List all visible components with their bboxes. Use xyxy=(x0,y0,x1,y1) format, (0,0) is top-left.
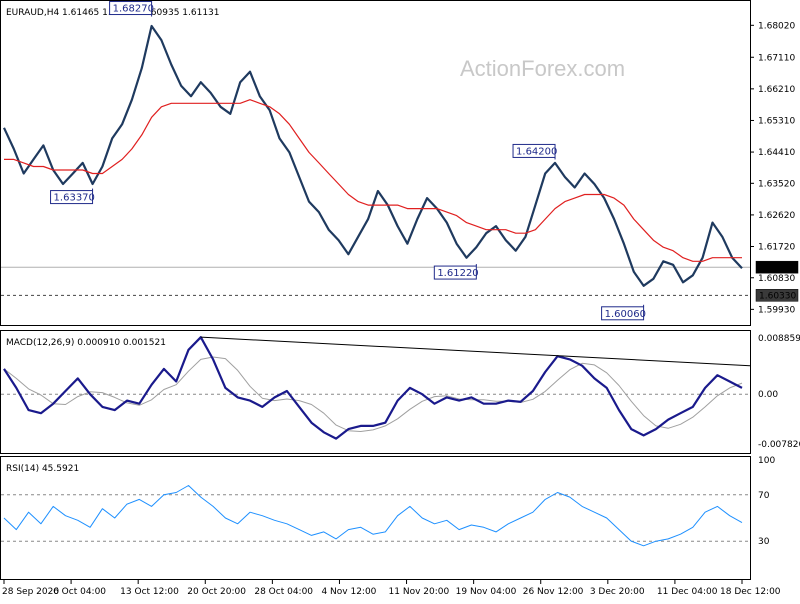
price-tick-label: 1.66210 xyxy=(758,85,795,95)
current-price-label: 1.61131 xyxy=(759,263,796,273)
price-annotation-box xyxy=(109,1,153,16)
rsi-tick-label: 70 xyxy=(758,491,770,501)
rsi-label: RSI(14) 45.5921 xyxy=(6,464,79,474)
price-axis: 1.68020 1.67110 1.66210 1.65310 1.64410 1.635… xyxy=(750,21,799,315)
price-annotation-label: 1.64200 xyxy=(516,146,557,157)
macd-layer: 0.008859 0.00 -0.007826 xyxy=(1,334,800,450)
rsi-tick-label: 30 xyxy=(758,537,770,547)
price-annotation-box xyxy=(512,143,556,158)
price-panel-frame xyxy=(0,0,751,326)
rsi-layer: 100 70 30 xyxy=(1,456,775,547)
price-tick-label: 1.68020 xyxy=(758,21,795,31)
watermark: ActionForex.com xyxy=(460,56,625,81)
macd-tick-label: 0.008859 xyxy=(758,334,800,344)
x-tick-label: 11 Nov 20:00 xyxy=(389,587,450,597)
rsi-line xyxy=(3,485,743,547)
rsi-panel-frame xyxy=(0,456,751,580)
macd-tick-label: 0.00 xyxy=(758,390,778,400)
x-tick-label: 6 Oct 04:00 xyxy=(53,587,106,597)
price-annotation-box xyxy=(50,190,94,205)
price-annotations: 1.68270 1.63370 1.64200 1.61220 1.60060 xyxy=(50,1,646,321)
x-tick-label: 4 Nov 12:00 xyxy=(321,587,376,597)
x-tick-label: 13 Oct 12:00 xyxy=(120,587,179,597)
price-annotation-label: 1.60060 xyxy=(605,309,646,320)
price-tick-label: 1.62620 xyxy=(758,211,795,221)
price-annotation-box xyxy=(601,306,645,321)
x-tick-label: 3 Dec 20:00 xyxy=(590,587,645,597)
price-series-line xyxy=(3,24,743,287)
price-tick-label: 1.67110 xyxy=(758,53,795,63)
x-tick-label: 28 Sep 2020 xyxy=(2,587,59,597)
support-label-box xyxy=(755,289,799,302)
macd-panel-frame xyxy=(0,330,751,454)
moving-average-line xyxy=(4,99,742,262)
price-annotation-box xyxy=(433,265,477,280)
price-tick-label: 1.61720 xyxy=(758,243,795,253)
macd-line xyxy=(3,336,743,440)
macd-tick-label: -0.007826 xyxy=(758,440,800,450)
x-tick-label: 18 Dec 12:00 xyxy=(720,587,781,597)
price-tick-label: 1.65310 xyxy=(758,116,795,126)
x-tick-label: 28 Oct 04:00 xyxy=(254,587,313,597)
x-tick-label: 26 Nov 12:00 xyxy=(523,587,584,597)
price-tick-label: 1.59930 xyxy=(758,305,795,315)
macd-trendline xyxy=(200,336,751,367)
current-price-label-box xyxy=(755,260,799,274)
macd-signal-line xyxy=(3,356,743,432)
price-annotation-label: 1.61220 xyxy=(437,268,478,279)
rsi-tick-label: 100 xyxy=(758,456,775,466)
x-tick-label: 11 Dec 04:00 xyxy=(657,587,718,597)
x-tick-label: 20 Oct 20:00 xyxy=(187,587,246,597)
macd-label: MACD(12,26,9) 0.000910 0.001521 xyxy=(6,338,166,348)
price-annotation-label: 1.63370 xyxy=(54,193,95,204)
price-lines xyxy=(1,24,750,296)
support-label: 1.60330 xyxy=(759,291,796,301)
price-tick-label: 1.64410 xyxy=(758,148,795,158)
price-annotation-label: 1.68270 xyxy=(113,4,154,15)
x-tick-label: 19 Nov 04:00 xyxy=(456,587,517,597)
price-tick-label: 1.60830 xyxy=(758,274,795,284)
price-tick-label: 1.63520 xyxy=(758,179,795,189)
